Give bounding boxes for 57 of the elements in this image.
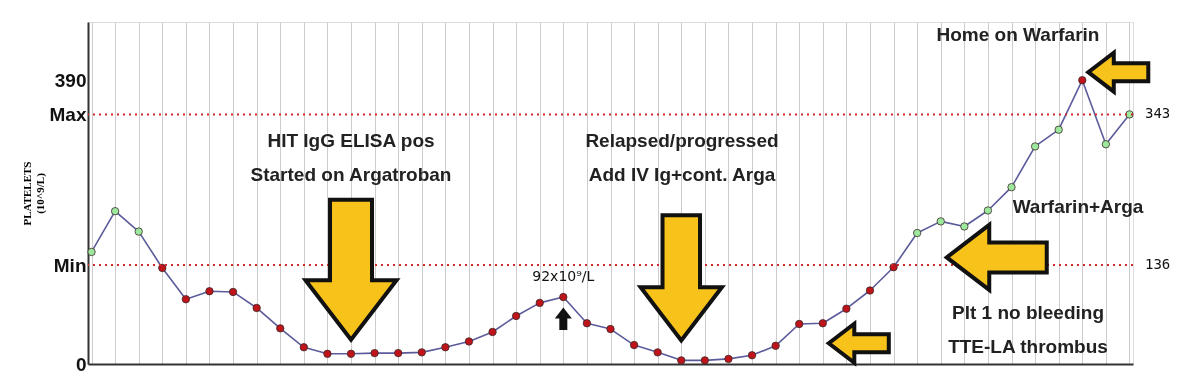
point: [1078, 76, 1087, 85]
point: [488, 327, 497, 337]
point: [394, 348, 403, 358]
point: [818, 319, 827, 328]
ref-line-label: 136: [1145, 256, 1171, 273]
point: [936, 217, 945, 226]
point: [1007, 183, 1016, 192]
y-tick-label: 0: [75, 353, 87, 375]
annotation: Plt 1 no bleeding TTE-LA thrombus: [948, 302, 1108, 357]
point: [111, 207, 120, 216]
ref-line-label: 343: [1145, 105, 1171, 122]
point: [323, 349, 332, 358]
point: [535, 298, 544, 307]
point: [158, 263, 167, 273]
point: [913, 228, 922, 238]
point: [606, 324, 615, 334]
point: [276, 324, 285, 333]
y-axis-title: PLATELETS (10^9/L): [20, 161, 47, 226]
point: [252, 303, 261, 313]
point: [346, 349, 356, 358]
point: [724, 354, 733, 364]
y-tick-label: Min: [53, 254, 87, 276]
point: [441, 343, 450, 352]
point: [842, 304, 851, 313]
point: [747, 351, 757, 360]
point: [629, 340, 639, 350]
point: [134, 227, 143, 236]
point: [653, 348, 662, 357]
point: [87, 247, 96, 257]
point: [865, 286, 875, 295]
annotation: Home on Warfarin: [936, 24, 1100, 45]
point: [700, 356, 709, 365]
point: [795, 319, 804, 329]
point: [181, 295, 190, 304]
point: [417, 348, 426, 357]
point: [771, 341, 780, 350]
point: [559, 292, 568, 302]
point: [205, 287, 214, 296]
y-tick-label: 390: [54, 69, 87, 91]
point: [889, 263, 898, 272]
point: [983, 206, 993, 215]
point: [960, 222, 969, 231]
point: [677, 356, 686, 365]
point: [1101, 140, 1110, 149]
point: [512, 311, 521, 321]
y-tick-label: Max: [49, 103, 87, 125]
annotation: Warfarin+Arga: [1012, 196, 1144, 217]
point: [582, 319, 592, 328]
annotation: Relapsed/progressed Add IV Ig+cont. Arga: [585, 130, 779, 185]
point: [370, 348, 379, 358]
point: [228, 287, 238, 297]
point: [299, 343, 308, 352]
point: [464, 337, 474, 346]
annotation: HIT IgG ELISA pos Started on Argatroban: [250, 130, 452, 185]
point: [1054, 125, 1063, 134]
annotation: 92x10⁹/L: [532, 268, 595, 285]
point: [1031, 142, 1040, 151]
